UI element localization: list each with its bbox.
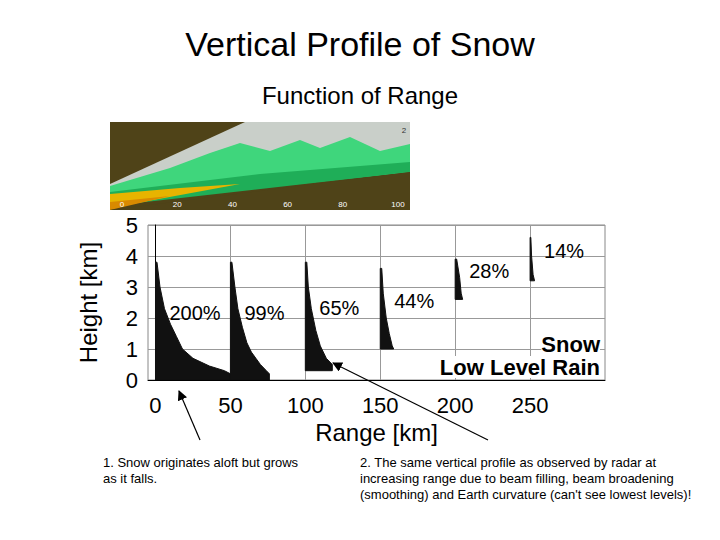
svg-text:200%: 200% (169, 302, 220, 324)
svg-text:Low Level Rain: Low Level Rain (440, 355, 600, 380)
svg-text:65%: 65% (319, 297, 359, 319)
svg-text:60: 60 (283, 200, 292, 209)
svg-text:50: 50 (218, 393, 242, 418)
svg-text:2: 2 (402, 126, 407, 135)
svg-text:4: 4 (126, 244, 138, 269)
svg-text:0: 0 (120, 200, 125, 209)
svg-text:44%: 44% (394, 290, 434, 312)
svg-text:14%: 14% (544, 240, 584, 262)
svg-text:250: 250 (512, 393, 549, 418)
svg-text:28%: 28% (469, 260, 509, 282)
svg-text:150: 150 (362, 393, 399, 418)
svg-text:100: 100 (287, 393, 324, 418)
svg-text:Vertical Profile of Snow: Vertical Profile of Snow (185, 25, 535, 63)
svg-text:Height [km]: Height [km] (75, 242, 102, 363)
svg-text:Function of Range: Function of Range (262, 82, 458, 109)
svg-text:99%: 99% (244, 302, 284, 324)
svg-text:100: 100 (391, 200, 405, 209)
svg-text:5: 5 (126, 213, 138, 238)
svg-text:Range [km]: Range [km] (315, 419, 438, 446)
svg-text:1: 1 (126, 337, 138, 362)
svg-text:200: 200 (437, 393, 474, 418)
html-text:2. The same vertical profile a: 2. The same vertical profile as observed… (360, 455, 692, 502)
svg-text:40: 40 (228, 200, 237, 209)
svg-text:0: 0 (126, 368, 138, 393)
svg-text:0: 0 (149, 393, 161, 418)
svg-text:3: 3 (126, 275, 138, 300)
svg-text:Snow: Snow (541, 332, 601, 357)
html-text:1. Snow originates aloft but g: 1. Snow originates aloft but grows as it… (103, 455, 299, 486)
svg-text:2: 2 (126, 306, 138, 331)
svg-text:20: 20 (173, 200, 182, 209)
svg-text:80: 80 (338, 200, 347, 209)
